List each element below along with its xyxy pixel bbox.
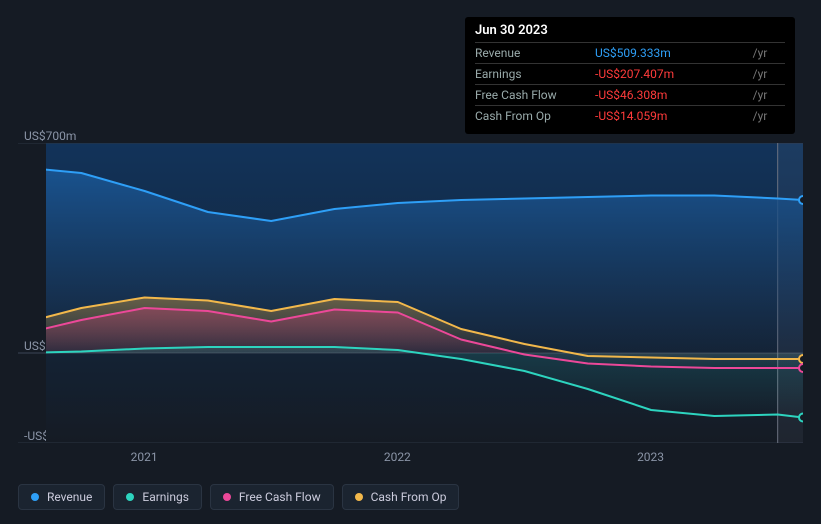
x-tick-label: 2023 [637, 450, 664, 464]
tooltip-title: Jun 30 2023 [475, 23, 785, 42]
tooltip-row-suffix: /yr [749, 64, 785, 85]
tooltip-row-value: US$509.333m [595, 43, 749, 64]
tooltip-row-label: Cash From Op [475, 106, 595, 127]
chart-root: US$700m US$0 -US$300m 2021 2022 2023 Pas… [0, 0, 821, 524]
chart-svg [18, 143, 803, 443]
legend-dot-icon [223, 493, 231, 501]
tooltip-row-suffix: /yr [749, 106, 785, 127]
legend-dot-icon [355, 493, 363, 501]
chart-tooltip: Jun 30 2023 RevenueUS$509.333m/yrEarning… [465, 17, 795, 134]
tooltip-row-label: Free Cash Flow [475, 85, 595, 106]
tooltip-row-suffix: /yr [749, 43, 785, 64]
legend-label: Revenue [47, 490, 92, 504]
tooltip-row: Free Cash Flow-US$46.308m/yr [475, 85, 785, 106]
x-tick-label: 2021 [131, 450, 158, 464]
tooltip-row: RevenueUS$509.333m/yr [475, 43, 785, 64]
tooltip-row-value: -US$14.059m [595, 106, 749, 127]
legend-item-cash_from_op[interactable]: Cash From Op [342, 484, 460, 510]
legend-label: Cash From Op [371, 490, 447, 504]
tooltip-row-value: -US$46.308m [595, 85, 749, 106]
x-tick-label: 2022 [384, 450, 411, 464]
legend-dot-icon [31, 493, 39, 501]
tooltip-row-label: Revenue [475, 43, 595, 64]
legend-item-earnings[interactable]: Earnings [113, 484, 202, 510]
tooltip-row-value: -US$207.407m [595, 64, 749, 85]
chart-legend: Revenue Earnings Free Cash Flow Cash From O… [18, 484, 459, 510]
legend-dot-icon [126, 493, 134, 501]
tooltip-row-suffix: /yr [749, 85, 785, 106]
tooltip-row-label: Earnings [475, 64, 595, 85]
tooltip-row: Cash From Op-US$14.059m/yr [475, 106, 785, 127]
chart-plot-area[interactable] [18, 143, 803, 443]
y-tick-label: US$700m [24, 129, 76, 143]
legend-label: Free Cash Flow [239, 490, 321, 504]
legend-item-free_cash_flow[interactable]: Free Cash Flow [210, 484, 334, 510]
tooltip-table: RevenueUS$509.333m/yrEarnings-US$207.407… [475, 42, 785, 126]
legend-item-revenue[interactable]: Revenue [18, 484, 105, 510]
legend-label: Earnings [142, 490, 189, 504]
tooltip-row: Earnings-US$207.407m/yr [475, 64, 785, 85]
